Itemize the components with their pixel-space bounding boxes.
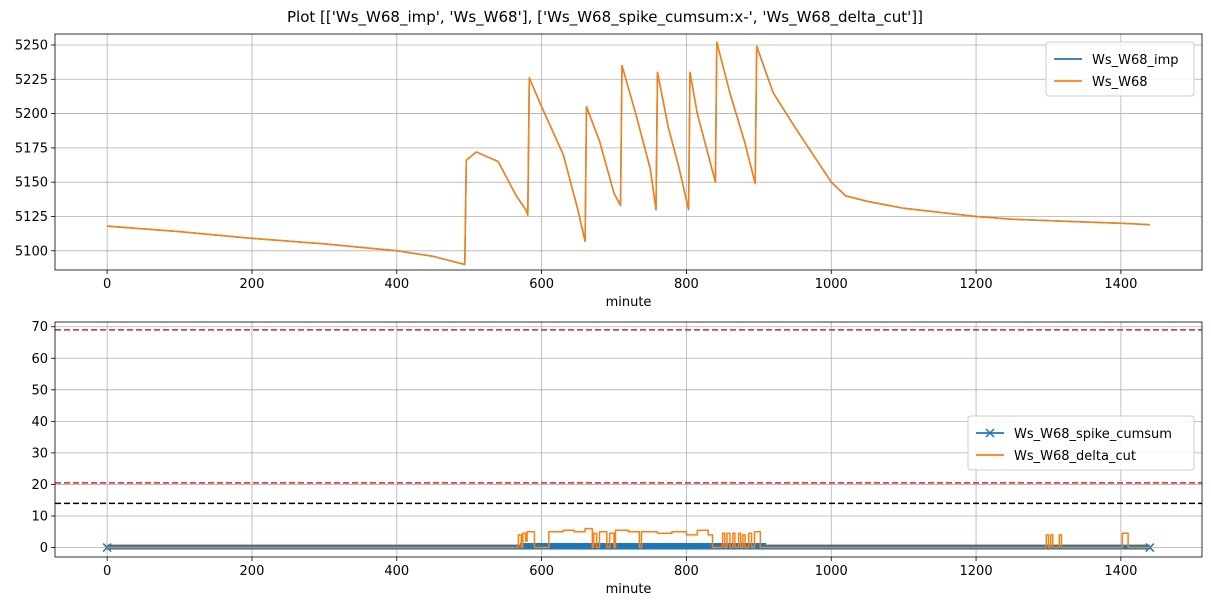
- x-tick-label: 1000: [815, 277, 848, 292]
- x-tick-label: 1000: [815, 564, 848, 579]
- axes-frame: [54, 321, 1203, 558]
- y-tick-label: 60: [31, 352, 48, 367]
- legend-marker: [985, 428, 995, 438]
- legend-box: [1045, 41, 1195, 97]
- y-tick-label: 5125: [15, 210, 48, 225]
- y-tick-label: 30: [31, 446, 48, 461]
- plot-area: [55, 329, 1202, 553]
- x-tick-label: 1200: [960, 564, 993, 579]
- x-tick-label: 800: [674, 564, 699, 579]
- x-tick-label: 600: [529, 277, 554, 292]
- x-tick-label: 600: [529, 564, 554, 579]
- series-line: [107, 41, 1150, 266]
- y-tick-label: 5100: [15, 244, 48, 259]
- y-tick-label: 20: [31, 478, 48, 493]
- bottom-plot: 0 200 400 600 800 1000 1200 1400 0 10 20 30 40 50 60 70…: [31, 320, 1203, 597]
- x-axis-label: minute: [606, 295, 652, 310]
- series-line: [107, 527, 1150, 549]
- legend-box: [967, 415, 1195, 471]
- x-tick-label: 1400: [1104, 277, 1137, 292]
- y-tick-label: 40: [31, 415, 48, 430]
- x-tick-label: 400: [384, 564, 409, 579]
- x-axis-label: minute: [606, 582, 652, 597]
- figure-title: Plot [['Ws_W68_imp', 'Ws_W68'], ['Ws_W68…: [287, 8, 923, 27]
- y-tick-label: 5175: [15, 141, 48, 156]
- x-tick-label: 0: [103, 564, 111, 579]
- x-tick-label: 1400: [1104, 564, 1137, 579]
- x-tick-label: 400: [384, 277, 409, 292]
- x-tick-label: 0: [103, 277, 111, 292]
- y-tick-label: 10: [31, 509, 48, 524]
- legend-label: Ws_W68_delta_cut: [1014, 449, 1136, 464]
- legend-label: Ws_W68: [1092, 75, 1148, 90]
- series-line: [107, 41, 1150, 266]
- legend-label: Ws_W68_imp: [1092, 53, 1179, 68]
- top-plot: 0 200 400 600 800 1000 1200 1400 5100 5125 5150 517…: [15, 33, 1203, 310]
- y-tick-label: 0: [40, 541, 48, 556]
- x-tick-label: 200: [240, 564, 265, 579]
- y-tick-label: 5200: [15, 107, 48, 122]
- legend-label: Ws_W68_spike_cumsum: [1014, 427, 1172, 442]
- y-tick-label: 50: [31, 383, 48, 398]
- x-tick-label: 1200: [960, 277, 993, 292]
- spike-cumsum-band: [519, 543, 767, 550]
- y-tick-label: 5250: [15, 38, 48, 53]
- y-tick-label: 70: [31, 320, 48, 335]
- y-tick-label: 5150: [15, 176, 48, 191]
- y-tick-label: 5225: [15, 73, 48, 88]
- x-tick-label: 200: [240, 277, 265, 292]
- axes-frame: [54, 33, 1203, 271]
- x-tick-label: 800: [674, 277, 699, 292]
- plot-area: [107, 41, 1150, 266]
